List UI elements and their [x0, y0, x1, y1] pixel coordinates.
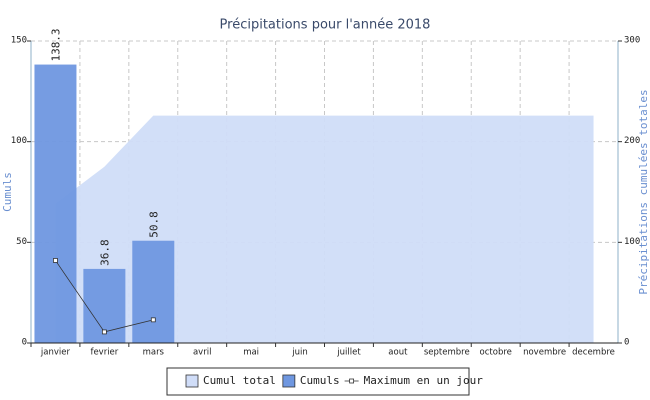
x-tick-label: octobre	[480, 348, 512, 358]
y-tick-label: 0	[22, 338, 27, 348]
y2-tick-label: 100	[624, 237, 640, 247]
bar	[34, 64, 77, 343]
x-tick-label: janvier	[40, 348, 71, 358]
value-label: 50.8	[147, 211, 160, 238]
legend-box	[166, 367, 470, 396]
legend-label: Cumul total	[203, 374, 276, 387]
x-tick-label: juin	[291, 348, 308, 358]
x-tick-label: avril	[193, 348, 211, 358]
x-tick-label: fevrier	[90, 348, 118, 358]
x-tick-label: mars	[143, 348, 165, 358]
y-tick-label: 50	[16, 237, 27, 247]
point	[53, 258, 58, 263]
x-tick-label: decembre	[572, 348, 615, 358]
legend-swatch	[185, 374, 199, 388]
legend-swatch	[349, 378, 355, 384]
legend-label: Cumuls	[300, 374, 340, 387]
legend-label: Maximum en un jour	[364, 374, 484, 387]
x-tick-label: mai	[243, 348, 259, 358]
y2-tick-label: 0	[624, 338, 629, 348]
x-tick-label: novembre	[523, 348, 566, 358]
point	[101, 329, 107, 335]
y2-tick-label: 300	[624, 36, 640, 46]
bar	[132, 240, 175, 343]
value-label: 36.8	[98, 239, 111, 266]
area	[55, 115, 594, 344]
y-axis-title: Cumuls	[1, 172, 14, 212]
x-tick-label: aout	[388, 348, 408, 358]
x-tick-label: septembre	[424, 348, 470, 358]
x-tick-label: juillet	[336, 348, 361, 358]
legend-swatch	[282, 374, 296, 388]
value-label: 138.3	[49, 28, 62, 61]
y-tick-label: 100	[11, 136, 27, 146]
point	[150, 317, 156, 323]
y2-axis-title: Précipitations cumulées totales	[637, 89, 650, 294]
y-tick-label: 150	[11, 36, 27, 46]
chart-title: Précipitations pour l'année 2018	[220, 18, 431, 33]
y2-tick-label: 200	[624, 136, 640, 146]
